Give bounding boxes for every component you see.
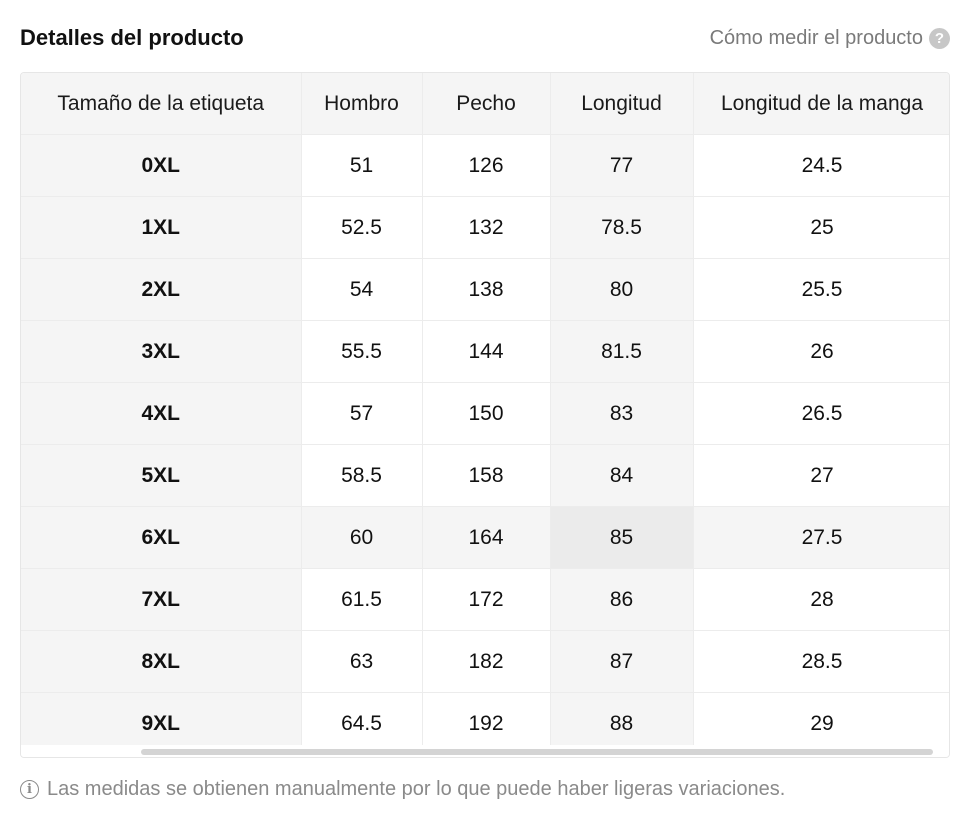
cell-size-label: 2XL bbox=[21, 258, 302, 321]
cell-length: 85 bbox=[550, 506, 694, 569]
table-row: 5XL 58.5 158 84 27 bbox=[21, 444, 949, 507]
cell-chest: 144 bbox=[422, 320, 551, 383]
table-row: 6XL 60 164 85 27.5 bbox=[21, 506, 949, 569]
cell-shoulder: 58.5 bbox=[301, 444, 423, 507]
question-circle-icon[interactable]: ? bbox=[929, 27, 950, 49]
cell-sleeve-length: 25 bbox=[693, 196, 949, 259]
cell-chest: 172 bbox=[422, 568, 551, 631]
how-to-measure-link[interactable]: Cómo medir el producto ? bbox=[710, 27, 950, 50]
cell-sleeve-length: 26.5 bbox=[693, 382, 949, 445]
cell-length: 84 bbox=[550, 444, 694, 507]
cell-size-label: 6XL bbox=[21, 506, 302, 569]
cell-sleeve-length: 25.5 bbox=[693, 258, 949, 321]
product-details-header: Detalles del producto Cómo medir el prod… bbox=[20, 20, 950, 56]
cell-shoulder: 63 bbox=[301, 630, 423, 693]
cell-size-label: 4XL bbox=[21, 382, 302, 445]
cell-size-label: 5XL bbox=[21, 444, 302, 507]
cell-sleeve-length: 28 bbox=[693, 568, 949, 631]
cell-size-label: 7XL bbox=[21, 568, 302, 631]
size-table-container: Tamaño de la etiqueta Hombro Pecho Longi… bbox=[20, 72, 950, 758]
page-title: Detalles del producto bbox=[20, 25, 244, 50]
table-body: 0XL 51 126 77 24.5 1XL 52.5 132 78.5 25 2XL 54 138 80… bbox=[21, 134, 949, 755]
cell-chest: 182 bbox=[422, 630, 551, 693]
column-header-length: Longitud bbox=[550, 73, 694, 135]
cell-length: 86 bbox=[550, 568, 694, 631]
cell-size-label: 3XL bbox=[21, 320, 302, 383]
cell-chest: 150 bbox=[422, 382, 551, 445]
column-header-shoulder: Hombro bbox=[301, 73, 423, 135]
measurement-note-text: Las medidas se obtienen manualmente por … bbox=[47, 778, 786, 800]
column-header-size-label: Tamaño de la etiqueta bbox=[21, 73, 302, 135]
table-header-row: Tamaño de la etiqueta Hombro Pecho Longi… bbox=[21, 73, 949, 135]
info-circle-icon: i bbox=[20, 780, 39, 799]
table-row: 8XL 63 182 87 28.5 bbox=[21, 630, 949, 693]
cell-shoulder: 52.5 bbox=[301, 196, 423, 259]
cell-shoulder: 51 bbox=[301, 134, 423, 197]
cell-length: 88 bbox=[550, 692, 694, 755]
cell-shoulder: 61.5 bbox=[301, 568, 423, 631]
cell-shoulder: 54 bbox=[301, 258, 423, 321]
scrollbar-thumb[interactable] bbox=[141, 749, 933, 755]
column-header-chest: Pecho bbox=[422, 73, 551, 135]
cell-sleeve-length: 27.5 bbox=[693, 506, 949, 569]
how-to-measure-label: Cómo medir el producto bbox=[709, 26, 923, 49]
cell-chest: 192 bbox=[422, 692, 551, 755]
cell-size-label: 0XL bbox=[21, 134, 302, 197]
table-row: 9XL 64.5 192 88 29 bbox=[21, 692, 949, 755]
cell-chest: 132 bbox=[422, 196, 551, 259]
cell-length: 81.5 bbox=[550, 320, 694, 383]
table-row: 4XL 57 150 83 26.5 bbox=[21, 382, 949, 445]
table-row: 0XL 51 126 77 24.5 bbox=[21, 134, 949, 197]
cell-shoulder: 55.5 bbox=[301, 320, 423, 383]
cell-sleeve-length: 29 bbox=[693, 692, 949, 755]
cell-sleeve-length: 26 bbox=[693, 320, 949, 383]
cell-length: 80 bbox=[550, 258, 694, 321]
cell-chest: 164 bbox=[422, 506, 551, 569]
cell-size-label: 8XL bbox=[21, 630, 302, 693]
table-row: 3XL 55.5 144 81.5 26 bbox=[21, 320, 949, 383]
cell-length: 77 bbox=[550, 134, 694, 197]
table-row: 1XL 52.5 132 78.5 25 bbox=[21, 196, 949, 259]
cell-chest: 138 bbox=[422, 258, 551, 321]
table-row: 2XL 54 138 80 25.5 bbox=[21, 258, 949, 321]
cell-length: 83 bbox=[550, 382, 694, 445]
column-header-sleeve-length: Longitud de la manga bbox=[693, 73, 949, 135]
cell-chest: 126 bbox=[422, 134, 551, 197]
cell-shoulder: 60 bbox=[301, 506, 423, 569]
cell-sleeve-length: 24.5 bbox=[693, 134, 949, 197]
cell-length: 87 bbox=[550, 630, 694, 693]
table-row: 7XL 61.5 172 86 28 bbox=[21, 568, 949, 631]
cell-size-label: 1XL bbox=[21, 196, 302, 259]
size-table: Tamaño de la etiqueta Hombro Pecho Longi… bbox=[21, 73, 949, 755]
cell-sleeve-length: 28.5 bbox=[693, 630, 949, 693]
measurement-note: i Las medidas se obtienen manualmente po… bbox=[20, 778, 785, 801]
cell-shoulder: 64.5 bbox=[301, 692, 423, 755]
cell-chest: 158 bbox=[422, 444, 551, 507]
cell-sleeve-length: 27 bbox=[693, 444, 949, 507]
horizontal-scrollbar[interactable] bbox=[21, 745, 949, 757]
cell-length: 78.5 bbox=[550, 196, 694, 259]
cell-shoulder: 57 bbox=[301, 382, 423, 445]
cell-size-label: 9XL bbox=[21, 692, 302, 755]
